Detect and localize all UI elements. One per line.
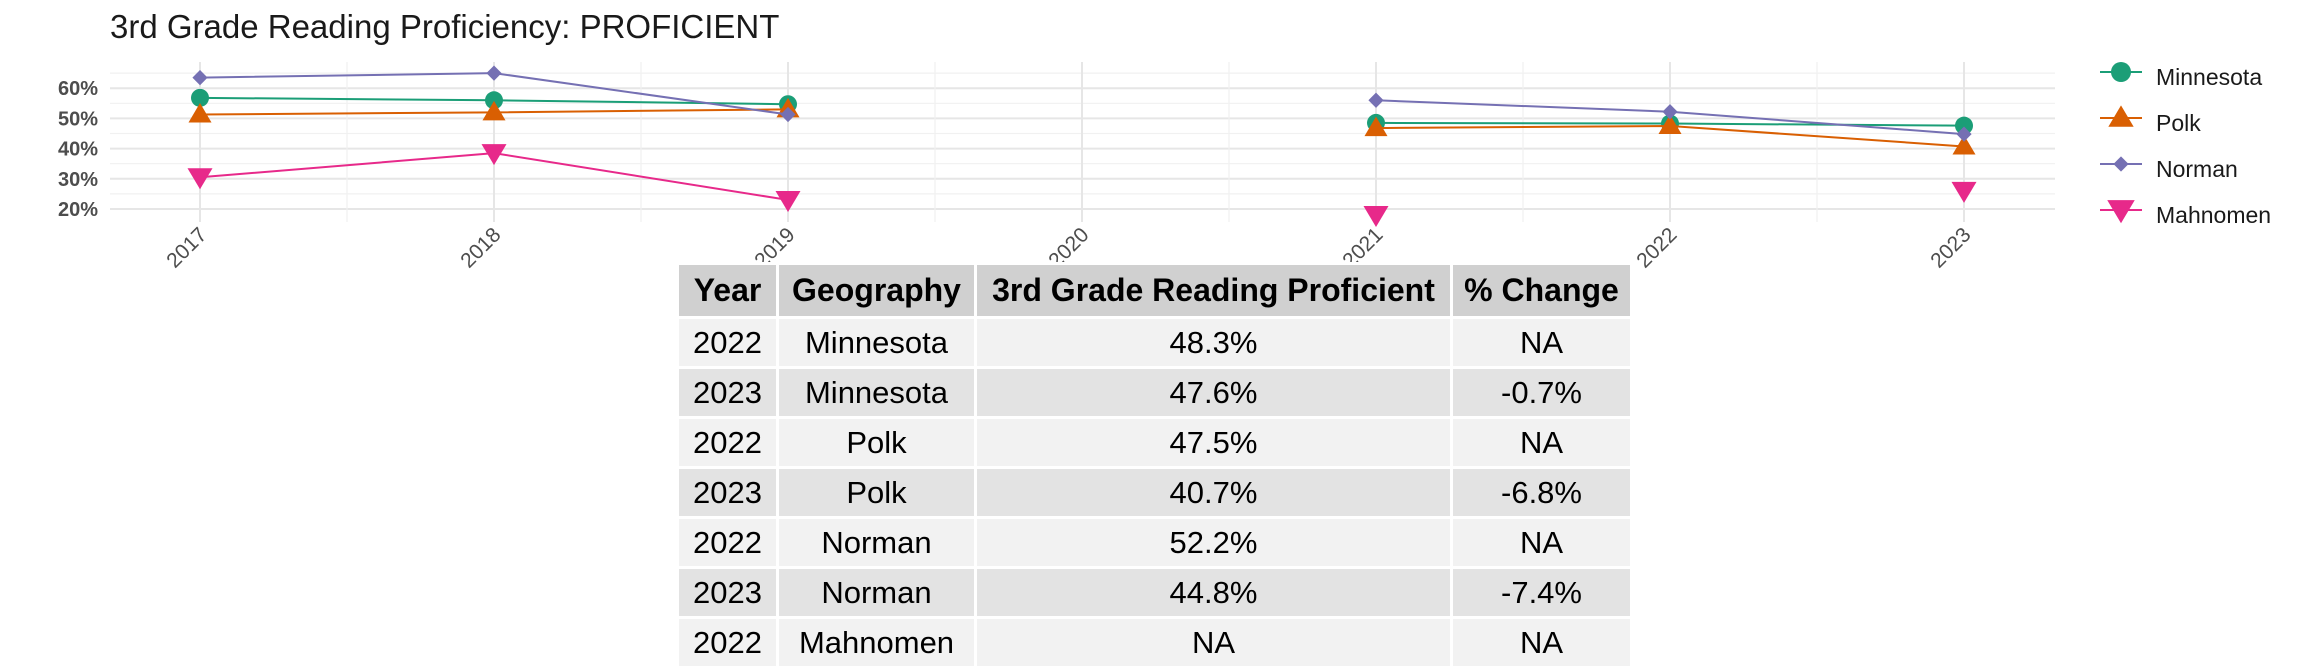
column-header-proficient: 3rd Grade Reading Proficient <box>974 262 1453 319</box>
series-norman <box>192 65 1972 142</box>
x-tick-label: 2022 <box>1632 223 1681 272</box>
table-cell-geography: Polk <box>776 416 977 469</box>
series-mahnomen <box>187 144 1977 228</box>
table-cell-year: 2023 <box>676 366 779 419</box>
table-cell-year: 2022 <box>676 516 779 569</box>
data-point <box>187 168 213 190</box>
legend-item-mahnomen: Mahnomen <box>2096 194 2296 234</box>
table-cell-change: NA <box>1450 316 1633 369</box>
legend-item-norman: Norman <box>2096 148 2296 188</box>
legend-key-icon <box>2100 156 2142 172</box>
table-cell-change: -7.4% <box>1450 566 1633 619</box>
legend-item-minnesota: Minnesota <box>2096 56 2296 96</box>
data-point <box>1658 114 1682 134</box>
data-point <box>1364 116 1388 137</box>
table-cell-change: -0.7% <box>1450 366 1633 419</box>
column-header-year: Year <box>676 262 779 319</box>
y-tick-label: 40% <box>58 139 98 161</box>
legend-marker <box>2111 62 2131 82</box>
data-point <box>775 190 801 212</box>
data-point <box>780 106 796 123</box>
table-cell-proficient: 47.5% <box>974 416 1453 469</box>
table-row: 2022 Polk 47.5% NA <box>676 416 1633 469</box>
table-cell-year: 2023 <box>676 466 779 519</box>
table-cell-change: -6.8% <box>1450 466 1633 519</box>
legend-label: Polk <box>2156 110 2201 136</box>
legend-key-icon <box>2100 200 2142 224</box>
table-cell-proficient: 47.6% <box>974 366 1453 419</box>
data-point <box>1662 104 1678 120</box>
data-point <box>481 144 507 166</box>
table-cell-year: 2022 <box>676 316 779 369</box>
table-cell-geography: Norman <box>776 516 977 569</box>
y-tick-label: 50% <box>58 108 98 130</box>
data-point <box>486 65 502 81</box>
table-cell-change: NA <box>1450 616 1633 669</box>
table-row: 2023 Polk 40.7% -6.8% <box>676 466 1633 519</box>
data-point <box>191 88 209 107</box>
table-cell-geography: Mahnomen <box>776 616 977 669</box>
data-point <box>192 70 208 86</box>
legend-marker <box>2113 156 2129 172</box>
y-tick-label: 20% <box>58 199 98 221</box>
legend-label: Norman <box>2156 156 2238 182</box>
table-cell-geography: Polk <box>776 466 977 519</box>
table-cell-proficient: 44.8% <box>974 566 1453 619</box>
x-tick-label: 2023 <box>1926 223 1975 272</box>
column-header-geography: Geography <box>776 262 977 319</box>
legend-key-icon <box>2100 105 2142 127</box>
legend-label: Minnesota <box>2156 64 2263 90</box>
table-cell-year: 2022 <box>676 616 779 669</box>
chart-series <box>187 65 1977 228</box>
table-cell-change: NA <box>1450 416 1633 469</box>
table-cell-change: NA <box>1450 516 1633 569</box>
table-row: 2022 Norman 52.2% NA <box>676 516 1633 569</box>
table-cell-proficient: 40.7% <box>974 466 1453 519</box>
table-cell-proficient: 52.2% <box>974 516 1453 569</box>
data-point <box>1368 92 1384 108</box>
chart-grid <box>110 62 2055 222</box>
table-row: 2022 Mahnomen NA NA <box>676 616 1633 669</box>
legend-key-icon <box>2100 62 2142 82</box>
data-point <box>482 100 506 121</box>
data-point <box>1955 116 1973 135</box>
table-row: 2023 Norman 44.8% -7.4% <box>676 566 1633 619</box>
legend-item-polk: Polk <box>2096 102 2296 142</box>
data-point <box>1952 134 1976 155</box>
y-tick-label: 60% <box>58 78 98 100</box>
data-point <box>485 91 503 110</box>
table-cell-year: 2022 <box>676 416 779 469</box>
table-cell-proficient: NA <box>974 616 1453 669</box>
table-cell-geography: Minnesota <box>776 316 977 369</box>
y-tick-label: 30% <box>58 169 98 191</box>
table-cell-proficient: 48.3% <box>974 316 1453 369</box>
y-axis-ticks: 20% 30% 40% 50% 60% <box>58 78 98 221</box>
column-header-change: % Change <box>1450 262 1633 319</box>
data-point <box>1956 126 1972 142</box>
table-row: 2023 Minnesota 47.6% -0.7% <box>676 366 1633 419</box>
data-point <box>1363 206 1389 228</box>
chart-title: 3rd Grade Reading Proficiency: PROFICIEN… <box>110 8 780 45</box>
x-tick-label: 2017 <box>162 223 211 272</box>
x-tick-label: 2018 <box>456 223 505 272</box>
table-cell-year: 2023 <box>676 566 779 619</box>
legend-label: Mahnomen <box>2156 202 2272 228</box>
data-table: Year Geography 3rd Grade Reading Profici… <box>676 262 1633 669</box>
data-point <box>188 102 212 123</box>
table-cell-geography: Minnesota <box>776 366 977 419</box>
legend-marker <box>2107 200 2135 224</box>
legend-marker <box>2108 105 2134 127</box>
series-polk <box>188 97 1976 155</box>
data-point <box>1951 181 1977 203</box>
table-cell-geography: Norman <box>776 566 977 619</box>
table-row: 2022 Minnesota 48.3% NA <box>676 316 1633 369</box>
table-header-row: Year Geography 3rd Grade Reading Profici… <box>676 262 1633 319</box>
